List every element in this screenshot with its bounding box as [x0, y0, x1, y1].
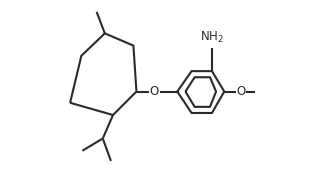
- Text: O: O: [236, 85, 245, 98]
- Text: NH$_2$: NH$_2$: [200, 30, 224, 45]
- Text: O: O: [150, 85, 159, 98]
